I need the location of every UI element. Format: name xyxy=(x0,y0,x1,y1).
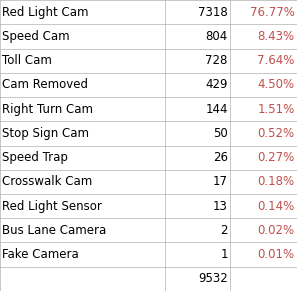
Text: 1.51%: 1.51% xyxy=(257,103,295,116)
Text: 0.27%: 0.27% xyxy=(257,151,295,164)
Text: 2: 2 xyxy=(220,224,228,237)
Text: Fake Camera: Fake Camera xyxy=(2,248,79,261)
Text: 144: 144 xyxy=(205,103,228,116)
Text: Bus Lane Camera: Bus Lane Camera xyxy=(2,224,107,237)
Text: 50: 50 xyxy=(213,127,228,140)
Text: Red Light Cam: Red Light Cam xyxy=(2,6,89,19)
Text: Speed Trap: Speed Trap xyxy=(2,151,68,164)
Text: Toll Cam: Toll Cam xyxy=(2,54,52,67)
Text: 728: 728 xyxy=(206,54,228,67)
Text: 429: 429 xyxy=(205,78,228,91)
Text: Stop Sign Cam: Stop Sign Cam xyxy=(2,127,89,140)
Text: Crosswalk Cam: Crosswalk Cam xyxy=(2,175,93,188)
Text: 0.02%: 0.02% xyxy=(257,224,295,237)
Text: Right Turn Cam: Right Turn Cam xyxy=(2,103,93,116)
Text: 0.01%: 0.01% xyxy=(257,248,295,261)
Text: Cam Removed: Cam Removed xyxy=(2,78,89,91)
Text: 804: 804 xyxy=(206,30,228,43)
Text: 76.77%: 76.77% xyxy=(250,6,295,19)
Text: 7.64%: 7.64% xyxy=(257,54,295,67)
Text: 7318: 7318 xyxy=(198,6,228,19)
Text: 4.50%: 4.50% xyxy=(257,78,295,91)
Text: 17: 17 xyxy=(213,175,228,188)
Text: Speed Cam: Speed Cam xyxy=(2,30,70,43)
Text: 8.43%: 8.43% xyxy=(257,30,295,43)
Text: 0.52%: 0.52% xyxy=(257,127,295,140)
Text: 0.14%: 0.14% xyxy=(257,200,295,213)
Text: Red Light Sensor: Red Light Sensor xyxy=(2,200,102,213)
Text: 26: 26 xyxy=(213,151,228,164)
Text: 1: 1 xyxy=(220,248,228,261)
Text: 13: 13 xyxy=(213,200,228,213)
Text: 9532: 9532 xyxy=(198,272,228,285)
Text: 0.18%: 0.18% xyxy=(257,175,295,188)
